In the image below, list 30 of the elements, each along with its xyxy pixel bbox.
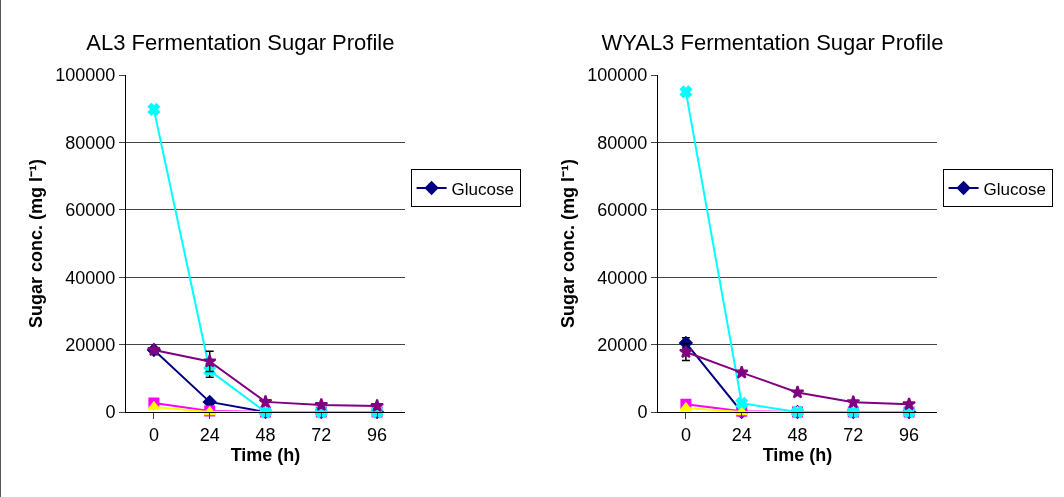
y-tick-label: 100000 (55, 65, 116, 86)
y-tick-label: 80000 (65, 132, 116, 153)
y-tick-label: 0 (637, 402, 648, 423)
chart-title: AL3 Fermentation Sugar Profile (86, 30, 395, 56)
y-tick-label: 20000 (65, 334, 116, 355)
y-tick-label: 0 (105, 402, 116, 423)
x-tick-label: 72 (843, 424, 864, 445)
x-tick-label: 48 (787, 424, 808, 445)
x-tick-label: 0 (680, 424, 691, 445)
x-tick-label: 24 (731, 424, 752, 445)
x-tick-label: 0 (148, 424, 159, 445)
x-tick-label: 72 (311, 424, 332, 445)
x-tick-label: 48 (255, 424, 276, 445)
chart-title: WYAL3 Fermentation Sugar Profile (601, 30, 944, 56)
x-axis-title: Time (h) (230, 444, 301, 465)
y-tick-label: 60000 (597, 200, 648, 221)
y-tick-label: 100000 (587, 65, 648, 86)
x-axis-title: Time (h) (762, 444, 833, 465)
y-axis-title: Sugar conc. (mg l⁻¹) (25, 158, 46, 329)
y-tick-label: 20000 (597, 334, 648, 355)
legend-label: Glucose (983, 179, 1046, 199)
legend-label: Glucose (451, 179, 514, 199)
y-tick-label: 40000 (65, 267, 116, 288)
y-tick-label: 40000 (597, 267, 648, 288)
y-axis-title: Sugar conc. (mg l⁻¹) (557, 158, 578, 329)
x-tick-label: 96 (367, 424, 388, 445)
x-tick-label: 96 (899, 424, 920, 445)
x-tick-label: 24 (199, 424, 220, 445)
y-tick-label: 80000 (597, 132, 648, 153)
y-tick-label: 60000 (65, 200, 116, 221)
